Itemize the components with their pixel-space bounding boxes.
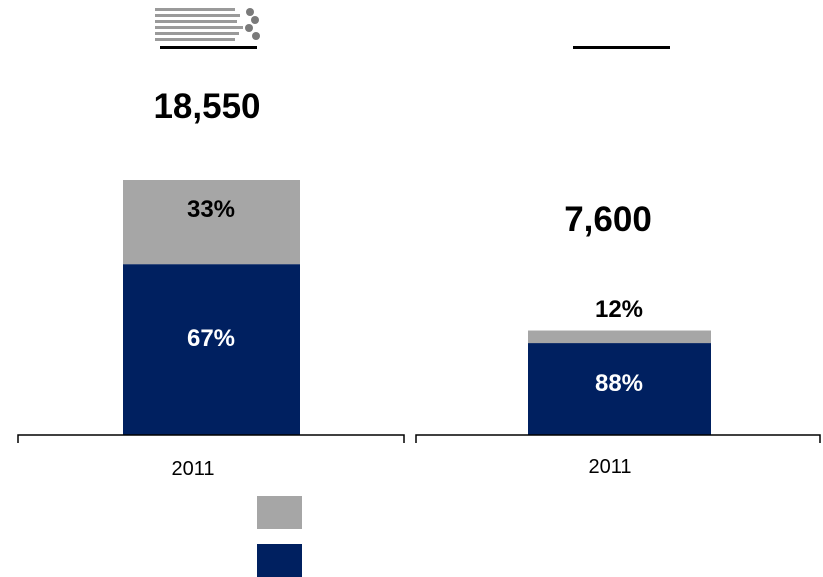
bar-segment-left-lower xyxy=(123,264,300,435)
total-label-right: 7,600 xyxy=(564,200,652,239)
bar-segment-right-upper xyxy=(528,330,711,344)
x-axis-left xyxy=(17,434,405,443)
header-rule-left xyxy=(160,46,257,49)
x-axis-right xyxy=(415,434,821,443)
header-rule-right xyxy=(573,46,670,49)
total-label-left: 18,550 xyxy=(153,87,261,126)
category-label-right: 2011 xyxy=(588,456,632,478)
segment-label-right-upper: 12% xyxy=(594,296,644,323)
category-label-left: 2011 xyxy=(171,458,215,480)
segment-label-left-upper: 33% xyxy=(186,196,236,223)
legend-swatch-lower xyxy=(257,544,302,577)
segment-label-right-lower: 88% xyxy=(594,370,644,397)
legend-swatch-upper xyxy=(257,496,302,529)
bar-segment-left-upper xyxy=(123,180,300,265)
logo-icon xyxy=(155,8,260,41)
bar-segment-right-lower xyxy=(528,343,711,435)
segment-label-left-lower: 67% xyxy=(186,325,236,352)
